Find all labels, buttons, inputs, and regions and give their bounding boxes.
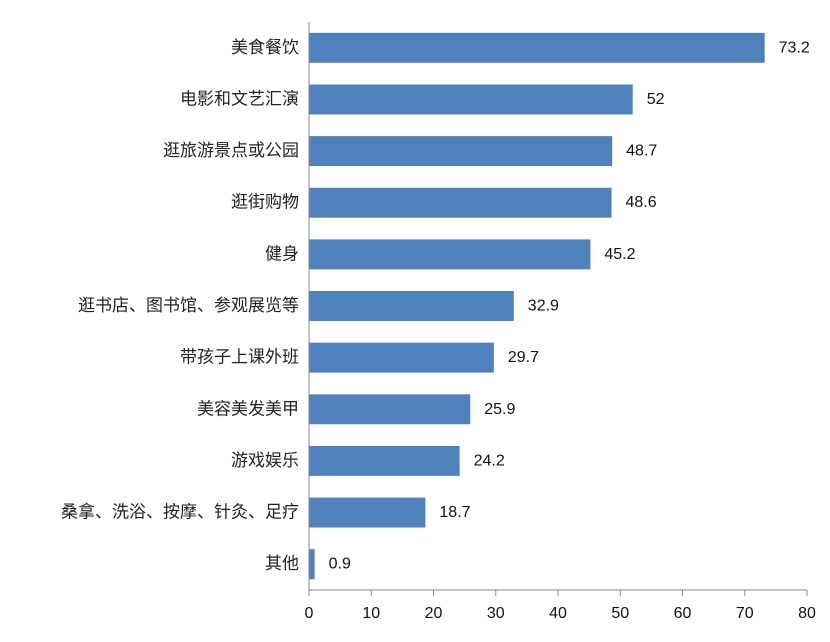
category-label: 桑拿、洗浴、按摩、针灸、足疗 (61, 502, 299, 523)
x-tick-label: 60 (674, 605, 692, 622)
bar (309, 549, 315, 580)
value-label: 45.2 (604, 246, 635, 263)
x-tick-label: 30 (487, 605, 505, 622)
bar (309, 84, 633, 115)
bar (309, 342, 494, 373)
value-label: 48.7 (626, 143, 657, 160)
category-label: 逛街购物 (231, 193, 299, 213)
x-tick-label: 50 (611, 605, 629, 622)
category-labels-group: 美食餐饮电影和文艺汇演逛旅游景点或公园逛街购物健身逛书店、图书馆、参观展览等带孩… (61, 38, 299, 574)
x-tick-label: 70 (736, 605, 754, 622)
value-label: 48.6 (626, 194, 657, 211)
bars-group (309, 32, 765, 580)
category-label: 带孩子上课外班 (180, 348, 299, 368)
value-label: 24.2 (474, 452, 505, 469)
bar (309, 291, 514, 321)
x-ticks-group: 0 10 20 30 40 50 60 70 80 (305, 590, 816, 622)
category-label: 美容美发美甲 (197, 399, 299, 419)
category-label: 健身 (265, 244, 299, 264)
bar (309, 497, 426, 528)
value-label: 52 (647, 91, 665, 108)
category-label: 逛书店、图书馆、参观展览等 (78, 296, 299, 316)
category-label: 电影和文艺汇演 (180, 89, 299, 109)
x-tick-label: 40 (549, 605, 567, 622)
x-tick-label: 10 (362, 605, 380, 622)
category-label: 其他 (265, 554, 299, 574)
value-label: 0.9 (329, 556, 351, 573)
category-label: 游戏娱乐 (231, 451, 299, 471)
value-label: 29.7 (508, 349, 539, 366)
value-label: 25.9 (484, 401, 515, 418)
bar (309, 239, 591, 270)
value-labels-group: 73.2 52 48.7 48.6 45.2 32.9 29.7 25.9 24.2 18.7 0.… (329, 39, 810, 572)
x-tick-label: 0 (305, 605, 314, 622)
value-label: 32.9 (528, 298, 559, 315)
category-label: 美食餐饮 (231, 38, 299, 58)
x-tick-label: 20 (425, 605, 443, 622)
value-label: 18.7 (439, 504, 470, 521)
value-label: 73.2 (779, 39, 810, 56)
bar (309, 394, 471, 425)
bar (309, 445, 460, 476)
bar (309, 32, 765, 63)
category-label: 逛旅游景点或公园 (163, 141, 299, 161)
bar (309, 187, 612, 218)
bar (309, 136, 613, 167)
x-tick-label: 80 (798, 605, 816, 622)
